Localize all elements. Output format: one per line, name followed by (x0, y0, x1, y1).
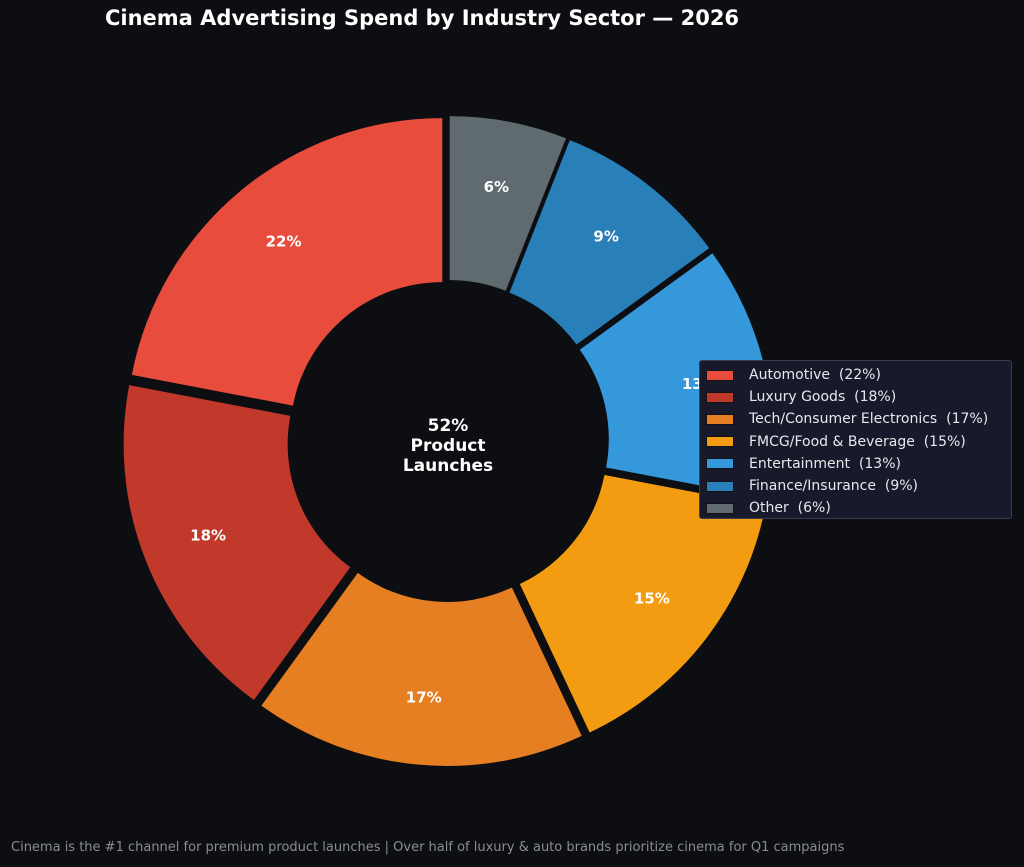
legend-item-luxury-goods[interactable]: Luxury Goods (18%) (700, 386, 1011, 408)
legend-swatch (706, 480, 734, 492)
chart-title: Cinema Advertising Spend by Industry Sec… (105, 6, 740, 30)
legend-label: Other (6%) (749, 500, 831, 517)
legend-swatch (706, 502, 734, 514)
legend-swatch (706, 413, 734, 425)
footnote: Cinema is the #1 channel for premium pro… (11, 840, 845, 855)
center-label: 52% Product Launches (403, 416, 493, 476)
legend-label: Tech/Consumer Electronics (17%) (749, 411, 989, 428)
slice-fmcg-food-beverage[interactable] (519, 474, 766, 733)
legend-item-fmcg-food-beverage[interactable]: FMCG/Food & Beverage (15%) (700, 431, 1011, 453)
slice-luxury-goods[interactable] (123, 385, 351, 700)
slice-label-finance-insurance: 9% (593, 228, 618, 246)
legend-label: Finance/Insurance (9%) (749, 478, 918, 495)
slice-labels: 22%18%17%15%13%9%6% (190, 178, 718, 706)
slice-tech-consumer-electronics[interactable] (261, 572, 582, 766)
slice-finance-insurance[interactable] (509, 140, 710, 345)
center-label-line-2: Product (411, 436, 486, 456)
slice-label-automotive: 22% (266, 233, 302, 251)
legend: Automotive (22%) Luxury Goods (18%) Tech… (699, 360, 1012, 519)
legend-swatch (706, 458, 734, 470)
legend-item-finance-insurance[interactable]: Finance/Insurance (9%) (700, 475, 1011, 497)
center-label-line-3: Launches (403, 456, 493, 476)
legend-swatch (706, 369, 734, 381)
center-label-line-1: 52% (428, 416, 469, 436)
legend-label: Luxury Goods (18%) (749, 389, 897, 406)
slice-automotive[interactable] (131, 118, 443, 406)
slice-label-luxury-goods: 18% (190, 526, 226, 544)
legend-swatch (706, 391, 734, 403)
legend-item-entertainment[interactable]: Entertainment (13%) (700, 453, 1011, 475)
slice-label-tech-consumer-electronics: 17% (406, 688, 442, 706)
legend-label: FMCG/Food & Beverage (15%) (749, 433, 966, 450)
legend-item-tech-consumer-electronics[interactable]: Tech/Consumer Electronics (17%) (700, 408, 1011, 430)
legend-label: Entertainment (13%) (749, 455, 901, 472)
legend-swatch (706, 436, 734, 448)
slice-label-fmcg-food-beverage: 15% (634, 590, 670, 608)
legend-item-automotive[interactable]: Automotive (22%) (700, 364, 1011, 386)
slice-label-other: 6% (484, 178, 509, 196)
legend-item-other[interactable]: Other (6%) (700, 497, 1011, 519)
legend-label: Automotive (22%) (749, 367, 881, 384)
donut-slices (123, 116, 773, 766)
slice-other[interactable] (449, 116, 567, 291)
